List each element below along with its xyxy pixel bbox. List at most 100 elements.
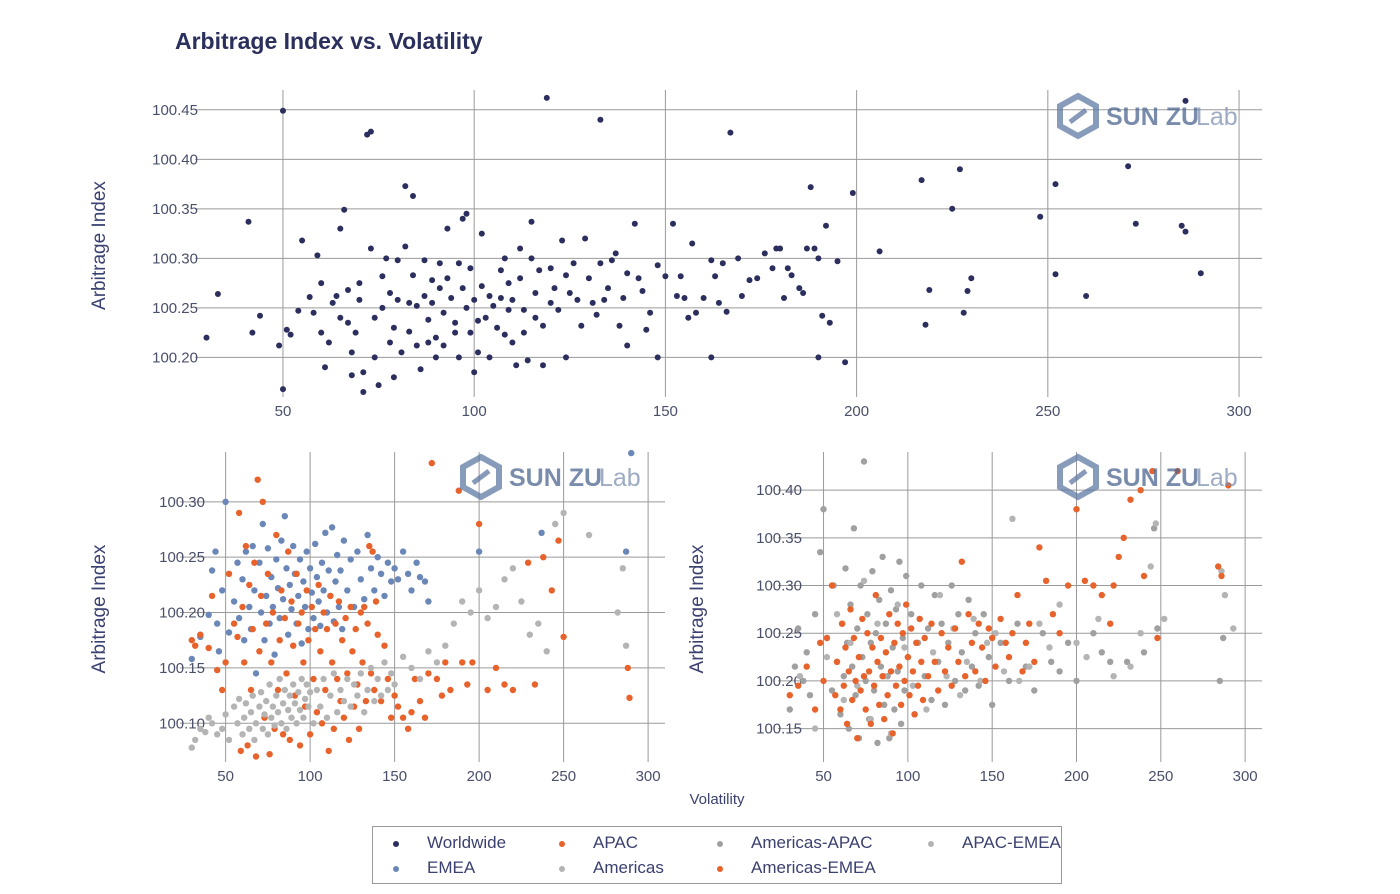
- data-point: [367, 565, 375, 572]
- data-point: [241, 659, 248, 666]
- data-point: [811, 725, 819, 732]
- data-point: [1178, 222, 1185, 229]
- data-point: [305, 703, 312, 710]
- data-point: [647, 309, 654, 316]
- data-point: [273, 531, 280, 539]
- data-point: [941, 668, 949, 675]
- data-point: [896, 558, 903, 565]
- data-point: [337, 225, 344, 232]
- data-point: [335, 598, 343, 605]
- data-point: [820, 506, 827, 513]
- data-point: [563, 272, 569, 279]
- data-point: [811, 706, 819, 713]
- data-point: [877, 663, 885, 670]
- data-point: [205, 714, 212, 721]
- data-point: [842, 359, 849, 366]
- data-point: [882, 649, 890, 656]
- data-point: [388, 578, 395, 585]
- data-point: [391, 565, 398, 572]
- data-point: [436, 285, 443, 292]
- data-point: [951, 677, 959, 685]
- data-point: [985, 625, 992, 632]
- data-point: [1123, 658, 1131, 665]
- data-point: [266, 681, 273, 688]
- data-point: [1154, 634, 1161, 642]
- data-point: [914, 682, 922, 689]
- data-point: [384, 686, 392, 694]
- data-point: [962, 687, 969, 694]
- data-point: [347, 703, 354, 710]
- data-point: [440, 309, 447, 316]
- data-point: [416, 675, 424, 683]
- data-point: [654, 262, 661, 269]
- data-point: [327, 592, 334, 600]
- data-point: [612, 250, 619, 257]
- series-americas: [188, 509, 630, 751]
- y-tick-label: 100.30: [159, 494, 205, 511]
- data-point: [555, 306, 562, 313]
- data-point: [892, 606, 900, 613]
- data-point: [404, 570, 412, 577]
- data-point: [367, 664, 375, 672]
- data-point: [281, 614, 288, 622]
- data-point: [962, 673, 969, 680]
- y-tick-label: 100.35: [152, 201, 198, 218]
- data-point: [450, 620, 457, 627]
- data-point: [402, 243, 409, 250]
- data-point: [242, 700, 250, 707]
- legend-marker: [717, 841, 723, 847]
- data-point: [501, 681, 508, 688]
- data-point: [903, 572, 910, 580]
- data-point: [520, 329, 527, 336]
- x-tick-label: 150: [382, 768, 407, 785]
- data-point: [298, 640, 305, 647]
- data-point: [301, 695, 309, 703]
- data-point: [817, 549, 824, 556]
- data-point: [203, 334, 210, 341]
- data-point: [864, 630, 871, 637]
- data-point: [288, 606, 295, 613]
- data-point: [310, 614, 317, 622]
- data-point: [421, 578, 429, 585]
- data-point: [719, 260, 726, 267]
- data-point: [384, 559, 392, 566]
- y-tick-label: 100.40: [152, 151, 198, 168]
- data-point: [303, 587, 310, 594]
- data-point: [222, 659, 229, 666]
- data-point: [286, 581, 293, 589]
- data-point: [205, 644, 212, 652]
- data-point: [975, 682, 982, 689]
- chart-area: 50 100 150 200 250 300 100.20 100.25 100.30 100.3…: [89, 90, 1262, 808]
- data-point: [279, 700, 287, 707]
- data-point: [536, 267, 543, 274]
- data-point: [261, 711, 268, 718]
- data-point: [329, 299, 336, 306]
- data-point: [459, 659, 466, 666]
- data-point: [833, 658, 841, 665]
- data-point: [421, 257, 428, 264]
- data-point: [1083, 293, 1090, 299]
- data-point: [214, 731, 221, 738]
- data-point: [320, 587, 327, 594]
- data-point: [1002, 639, 1009, 646]
- data-point: [894, 668, 901, 675]
- data-point: [377, 570, 385, 577]
- data-point: [283, 326, 290, 333]
- data-point: [956, 692, 964, 699]
- data-point: [992, 630, 999, 637]
- data-point: [379, 273, 386, 280]
- data-point: [364, 620, 371, 627]
- series-emea: [188, 449, 635, 677]
- data-point: [1218, 572, 1225, 580]
- data-point: [356, 296, 363, 303]
- data-point: [305, 625, 312, 633]
- data-point: [296, 706, 304, 714]
- data-point: [918, 177, 925, 184]
- data-point: [467, 265, 474, 272]
- data-point: [263, 592, 270, 600]
- data-point: [1127, 663, 1134, 670]
- data-point: [352, 625, 359, 633]
- data-point: [347, 556, 354, 563]
- data-point: [769, 265, 776, 272]
- data-point: [921, 634, 928, 642]
